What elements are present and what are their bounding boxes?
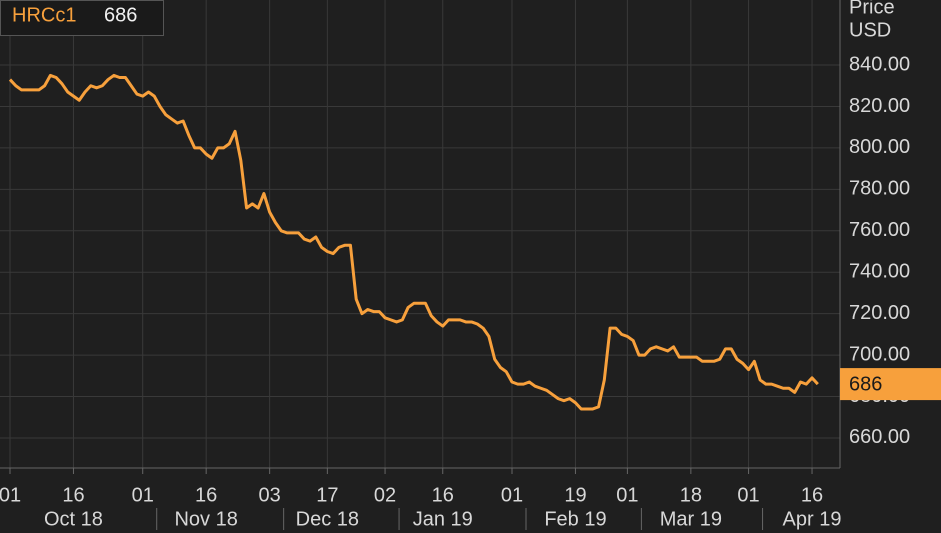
y-tick-label: 820.00 xyxy=(849,95,910,117)
y-tick-label: 800.00 xyxy=(849,136,910,158)
x-tick-label: 01 xyxy=(737,484,759,506)
x-tick-label: 16 xyxy=(195,484,217,506)
x-tick-label: 16 xyxy=(62,484,84,506)
x-group-label: Apr 19 xyxy=(783,508,842,530)
y-tick-label: 840.00 xyxy=(849,53,910,75)
y-tick-label: 740.00 xyxy=(849,261,910,283)
y-tick-label: 720.00 xyxy=(849,302,910,324)
x-tick-label: 01 xyxy=(0,484,21,506)
x-tick-label: 02 xyxy=(374,484,396,506)
x-tick-label: 01 xyxy=(501,484,523,506)
x-tick-label: 01 xyxy=(616,484,638,506)
last-price-tag: 686 xyxy=(840,368,941,401)
legend-last-value: 686 xyxy=(104,4,137,26)
grid xyxy=(0,0,840,468)
x-group-label: Jan 19 xyxy=(413,508,473,530)
last-price-tag-label: 686 xyxy=(849,373,882,395)
x-tick-label: 03 xyxy=(259,484,281,506)
x-tick-label: 18 xyxy=(680,484,702,506)
y-tick-label: 760.00 xyxy=(849,219,910,241)
x-group-label: Mar 19 xyxy=(660,508,722,530)
y-tick-label: 700.00 xyxy=(849,343,910,365)
legend-box: HRCc1 686 xyxy=(0,0,164,36)
x-tick-label: 19 xyxy=(564,484,586,506)
x-tick-label: 17 xyxy=(316,484,338,506)
legend-symbol: HRCc1 xyxy=(12,4,76,26)
x-tick-label: 16 xyxy=(801,484,823,506)
plot xyxy=(8,73,819,411)
y-axis-unit: USD xyxy=(849,19,891,41)
y-tick-label: 780.00 xyxy=(849,178,910,200)
x-group-label: Oct 18 xyxy=(44,508,103,530)
legend-frame xyxy=(0,0,164,36)
price-line xyxy=(8,73,819,411)
x-group-label: Dec 18 xyxy=(296,508,359,530)
y-axis-label: Price xyxy=(849,0,895,18)
x-group-label: Nov 18 xyxy=(174,508,237,530)
x-group-label: Feb 19 xyxy=(544,508,606,530)
x-tick-label: 16 xyxy=(432,484,454,506)
y-tick-label: 660.00 xyxy=(849,426,910,448)
last-price-tag-box xyxy=(840,368,941,401)
x-tick-label: 01 xyxy=(132,484,154,506)
